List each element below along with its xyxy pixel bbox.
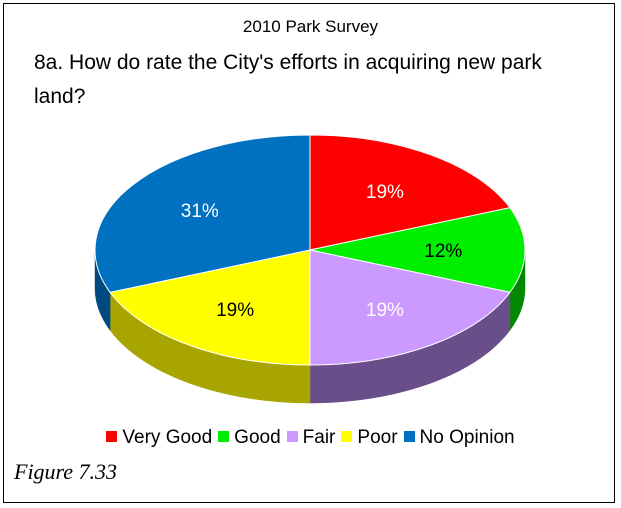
data-label-no-opinion: 31% bbox=[181, 201, 219, 222]
legend-swatch bbox=[341, 431, 352, 442]
legend-item-fair: Fair bbox=[287, 427, 336, 449]
legend-item-poor: Poor bbox=[341, 427, 397, 449]
figure-caption: Figure 7.33 bbox=[14, 459, 117, 485]
legend-swatch bbox=[218, 431, 229, 442]
data-label-fair: 19% bbox=[366, 300, 404, 321]
legend-label: Good bbox=[234, 427, 280, 448]
legend-label: Fair bbox=[303, 427, 336, 448]
legend-label: No Opinion bbox=[420, 427, 515, 448]
legend-swatch bbox=[404, 431, 415, 442]
chart-legend: Very Good Good Fair Poor No Opinion bbox=[0, 427, 621, 449]
data-label-good: 12% bbox=[424, 241, 462, 262]
data-label-poor: 19% bbox=[216, 300, 254, 321]
legend-swatch bbox=[287, 431, 298, 442]
data-label-very-good: 19% bbox=[366, 182, 404, 203]
legend-item-good: Good bbox=[218, 427, 280, 449]
legend-item-very-good: Very Good bbox=[106, 427, 212, 449]
legend-swatch bbox=[106, 431, 117, 442]
legend-label: Poor bbox=[357, 427, 397, 448]
legend-label: Very Good bbox=[122, 427, 212, 448]
legend-item-no-opinion: No Opinion bbox=[404, 427, 515, 449]
